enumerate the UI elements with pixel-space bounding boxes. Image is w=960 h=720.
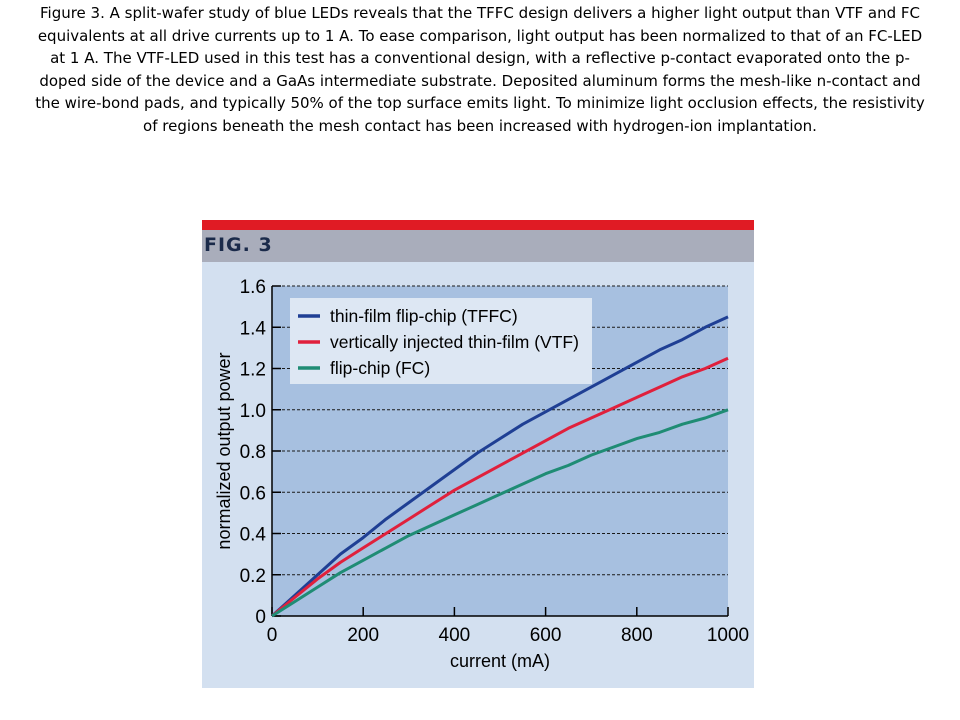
figure-panel: FIG. 3 0 200 400 600 800 1000 0 0.2 0.4 0.6 0.8 1.0…: [202, 220, 754, 688]
series-lines: [270, 315, 729, 618]
x-tick-label: 400: [439, 625, 471, 646]
legend-entry: flip-chip (FC): [330, 358, 430, 378]
tick-labels: 0 200 400 600 800 1000 0 0.2 0.4 0.6 0.8 1.0 1.2 1.4 1…: [240, 277, 750, 646]
series-line-3: [271, 408, 729, 618]
y-axis-label: normalized output power: [214, 352, 234, 549]
x-tick-label: 200: [347, 625, 379, 646]
figure-accent-bar: [202, 220, 754, 230]
legend: thin-film flip-chip (TFFC) vertically inj…: [290, 298, 592, 384]
y-tick-label: 0.4: [240, 525, 267, 546]
y-tick-label: 1.6: [240, 277, 266, 298]
legend-box: [290, 298, 592, 384]
x-tick-label: 600: [530, 625, 562, 646]
y-tick-label: 0.8: [240, 442, 266, 463]
x-axis-label: current (mA): [450, 651, 550, 671]
legend-entry: thin-film flip-chip (TFFC): [330, 306, 518, 326]
figure-label: FIG. 3: [204, 234, 273, 256]
legend-entry: vertically injected thin-film (VTF): [330, 332, 579, 352]
y-tick-label: 0.2: [240, 566, 266, 587]
axes: [271, 285, 729, 617]
y-tick-label: 0.6: [240, 483, 266, 504]
line-chart: 0 200 400 600 800 1000 0 0.2 0.4 0.6 0.8 1.0 1.2 1.4 1…: [214, 277, 750, 671]
y-tick-label: 1.2: [240, 360, 266, 381]
x-tick-label: 800: [621, 625, 653, 646]
series-line-2: [271, 356, 729, 618]
series-line-1: [270, 315, 729, 618]
y-tick-label: 0: [255, 607, 266, 628]
x-tick-label: 1000: [707, 625, 749, 646]
figure-caption: Figure 3. A split-wafer study of blue LE…: [35, 4, 925, 135]
figure-header-band: [202, 230, 754, 262]
x-tick-label: 0: [267, 625, 278, 646]
y-tick-label: 1.0: [240, 401, 266, 422]
y-tick-label: 1.4: [240, 318, 267, 339]
